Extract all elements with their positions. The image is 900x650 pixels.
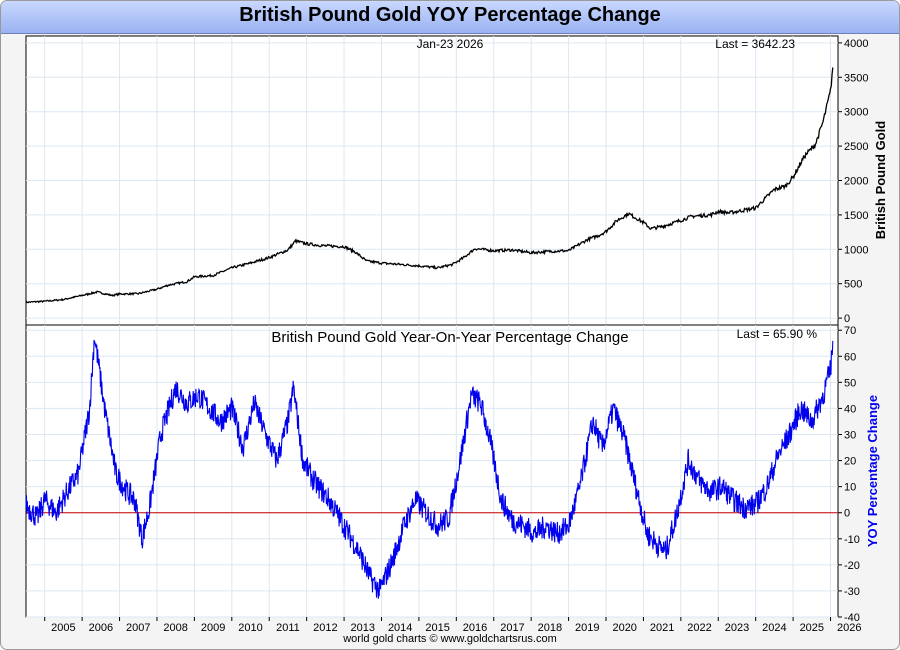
bottom-y-tick-label: 0 <box>844 508 850 520</box>
x-tick-label: 2005 <box>51 622 75 634</box>
x-tick-label: 2010 <box>238 622 262 634</box>
bottom-y-tick-label: 10 <box>844 482 856 494</box>
bottom-y-tick-label: 60 <box>844 351 856 363</box>
top-y-axis-label: British Pound Gold <box>873 121 888 239</box>
top-y-axis: 0 500 1000 1500 2000 2500 3000 3500 4000 <box>838 38 868 325</box>
x-tick-label: 2011 <box>276 622 300 634</box>
chart-title: British Pound Gold YOY Percentage Change <box>239 4 661 26</box>
x-tick-label: 2021 <box>650 622 674 634</box>
bottom-last-label: Last = 65.90 % <box>737 327 818 341</box>
bottom-y-tick-label: -40 <box>844 612 860 624</box>
x-tick-label: 2024 <box>762 622 786 634</box>
top-y-tick-label: 0 <box>844 313 850 325</box>
x-tick-label: 2012 <box>313 622 337 634</box>
top-y-tick-label: 1500 <box>844 210 868 222</box>
top-y-tick-label: 500 <box>844 279 862 291</box>
bottom-y-axis: -40 -30 -20 -10 0 10 20 30 40 50 60 70 <box>838 325 860 624</box>
top-y-tick-label: 3000 <box>844 107 868 119</box>
x-tick-label: 2006 <box>89 622 113 634</box>
top-y-tick-label: 2500 <box>844 141 868 153</box>
bottom-y-axis-label: YOY Percentage Change <box>865 395 880 547</box>
bottom-panel-title: British Pound Gold Year-On-Year Percenta… <box>271 329 628 346</box>
bottom-y-tick-label: 40 <box>844 403 856 415</box>
bottom-y-tick-label: 20 <box>844 456 856 468</box>
x-tick-label: 2015 <box>425 622 449 634</box>
top-y-tick-label: 3500 <box>844 72 868 84</box>
top-last-label: Last = 3642.23 <box>715 37 795 51</box>
x-tick-label: 2023 <box>725 622 749 634</box>
top-date-label: Jan-23 2026 <box>417 37 484 51</box>
bottom-y-tick-label: 50 <box>844 377 856 389</box>
x-tick-label: 2019 <box>575 622 599 634</box>
x-tick-label: 2022 <box>687 622 711 634</box>
x-tick-label: 2025 <box>800 622 824 634</box>
bottom-y-tick-label: -30 <box>844 586 860 598</box>
yoy-series-line <box>25 339 834 599</box>
top-grid <box>26 36 838 325</box>
bottom-y-tick-label: -10 <box>844 534 860 546</box>
bottom-y-tick-label: -20 <box>844 560 860 572</box>
x-tick-label: 2018 <box>538 622 562 634</box>
x-tick-label: 2017 <box>500 622 524 634</box>
credit-footer: world gold charts © www.goldchartsrus.co… <box>343 633 557 645</box>
top-y-tick-label: 2000 <box>844 176 868 188</box>
price-series-line <box>25 67 834 304</box>
x-tick-label: 2016 <box>463 622 487 634</box>
bottom-plot-area <box>25 324 839 618</box>
x-tick-label: 2007 <box>126 622 150 634</box>
x-tick-label: 2026 <box>837 622 861 634</box>
bottom-y-tick-label: 30 <box>844 430 856 442</box>
x-tick-label: 2009 <box>201 622 225 634</box>
top-y-tick-label: 1000 <box>844 244 868 256</box>
top-y-tick-label: 4000 <box>844 38 868 50</box>
x-tick-label: 2014 <box>388 622 412 634</box>
x-axis: 2005 2006 2007 2008 2009 2010 2011 2012 2013 2014… <box>44 617 861 634</box>
x-tick-label: 2008 <box>163 622 187 634</box>
x-tick-label: 2020 <box>612 622 636 634</box>
bottom-y-tick-label: 70 <box>844 325 856 337</box>
x-tick-label: 2013 <box>351 622 375 634</box>
title-bar: British Pound Gold YOY Percentage Change <box>1 1 899 34</box>
